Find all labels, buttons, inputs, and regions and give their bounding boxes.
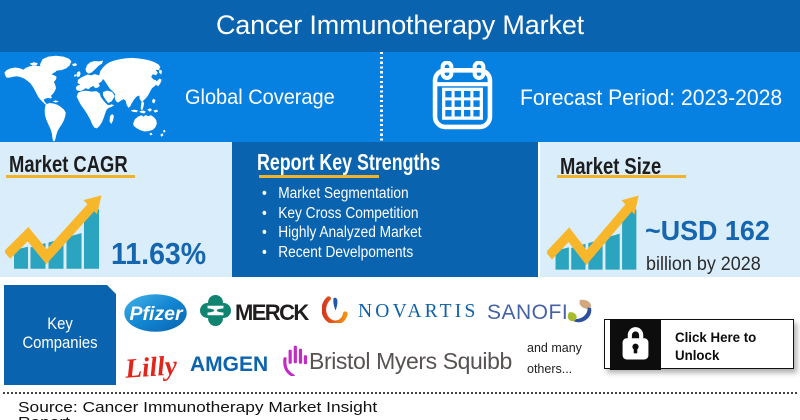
svg-text:Pfizer: Pfizer (130, 303, 185, 325)
